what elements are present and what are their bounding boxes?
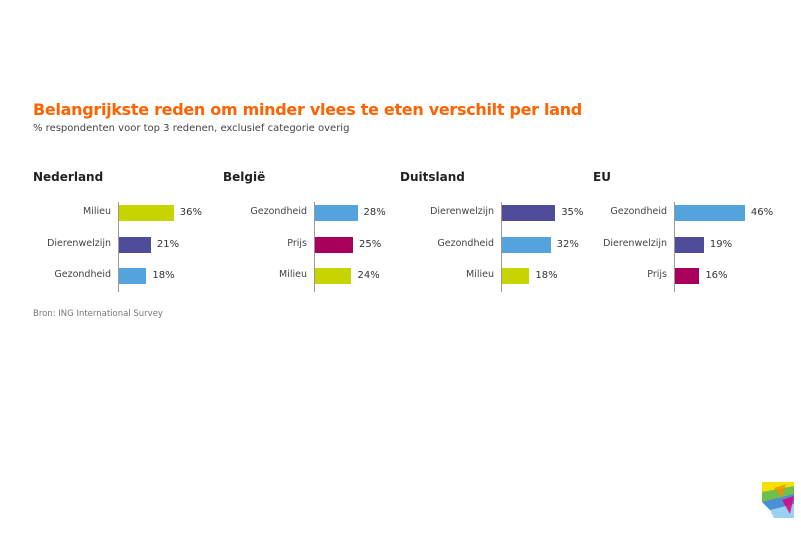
bar — [502, 237, 551, 253]
bar — [315, 268, 352, 284]
bar-row: Prijs 16% — [593, 268, 773, 284]
bar-row: Gezondheid 46% — [593, 205, 773, 221]
category-label: Milieu — [83, 206, 111, 217]
panel-title: België — [223, 170, 266, 184]
bar — [315, 237, 353, 253]
category-axis-line — [314, 202, 315, 292]
bar-row: Milieu 36% — [33, 205, 213, 221]
value-label: 36% — [179, 207, 202, 218]
bar — [315, 205, 358, 221]
panel-title: Duitsland — [400, 170, 465, 184]
value-label: 35% — [561, 207, 584, 218]
bar-row: Dierenwelzijn 19% — [593, 237, 773, 253]
bar — [119, 205, 174, 221]
category-label: Prijs — [647, 269, 667, 280]
bar — [502, 268, 530, 284]
chart-source: Bron: ING International Survey — [33, 309, 163, 319]
category-label: Dierenwelzijn — [603, 238, 667, 249]
category-axis-line — [118, 202, 119, 292]
bar-row: Dierenwelzijn 35% — [400, 205, 584, 221]
category-label: Dierenwelzijn — [430, 206, 494, 217]
value-label: 46% — [750, 207, 774, 218]
category-label: Gezondheid — [54, 269, 111, 280]
panel-eu: EU Gezondheid 46% Dierenwelzijn 19% Prijs 16% — [593, 168, 773, 298]
bar-row: Milieu 24% — [223, 268, 403, 284]
value-label: 18% — [535, 270, 558, 281]
value-label: 24% — [357, 270, 380, 281]
value-label: 21% — [156, 239, 180, 250]
chart-subtitle: % respondenten voor top 3 redenen, exclu… — [33, 123, 350, 134]
category-label: Dierenwelzijn — [47, 238, 111, 249]
category-label: Gezondheid — [610, 206, 667, 217]
value-label: 25% — [359, 239, 382, 250]
panel-duitsland: Duitsland Dierenwelzijn 35% Gezondheid 32% Mi… — [400, 168, 584, 298]
value-label: 16% — [705, 270, 728, 281]
panel-title: EU — [593, 170, 611, 184]
bar — [675, 268, 700, 284]
panel-title: Nederland — [33, 170, 104, 184]
bar-row: Dierenwelzijn 21% — [33, 237, 213, 253]
bar-row: Gezondheid 32% — [400, 237, 580, 253]
bar — [502, 205, 556, 221]
bar-row: Milieu 18% — [400, 268, 580, 284]
category-label: Gezondheid — [250, 206, 307, 217]
value-label: 19% — [709, 239, 733, 250]
bar-row: Gezondheid 28% — [223, 205, 403, 221]
brand-logo-icon — [762, 482, 794, 518]
panel-belgi: België Gezondheid 28% Prijs 25% Milieu 24% — [223, 168, 403, 298]
bar — [119, 237, 151, 253]
category-label: Milieu — [279, 269, 307, 280]
value-label: 32% — [556, 239, 579, 250]
bar — [675, 237, 704, 253]
category-axis-line — [674, 202, 675, 292]
bar-row: Gezondheid 18% — [33, 268, 213, 284]
value-label: 28% — [363, 207, 386, 218]
category-label: Milieu — [466, 269, 494, 280]
bar — [119, 268, 147, 284]
chart-title: Belangrijkste reden om minder vlees te e… — [33, 100, 582, 119]
bar — [675, 205, 745, 221]
category-label: Gezondheid — [437, 238, 494, 249]
category-label: Prijs — [287, 238, 307, 249]
value-label: 18% — [152, 270, 175, 281]
category-axis-line — [501, 202, 502, 292]
bar-row: Prijs 25% — [223, 237, 403, 253]
panel-nederland: Nederland Milieu 36% Dierenwelzijn 21% Gezond… — [33, 168, 213, 298]
